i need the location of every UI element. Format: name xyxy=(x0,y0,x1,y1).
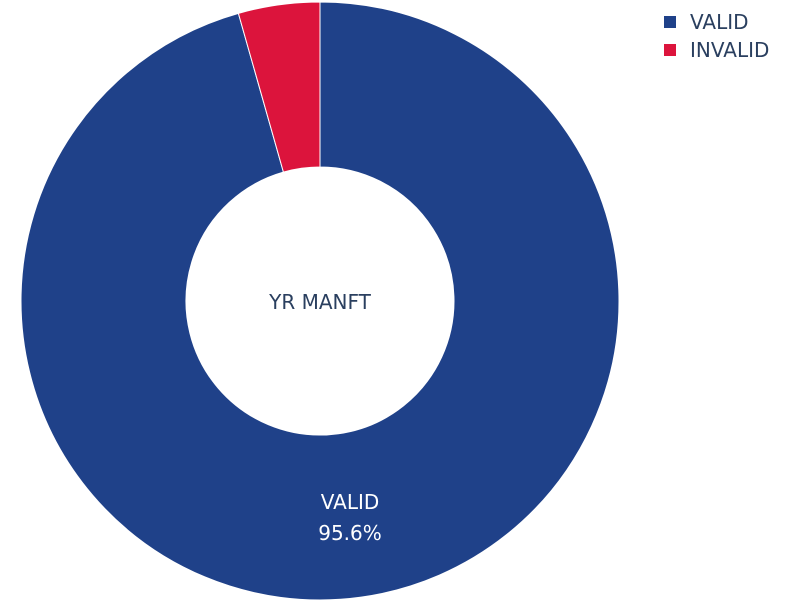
slice-invalid[interactable] xyxy=(237,1,321,173)
legend-item-invalid[interactable]: INVALID xyxy=(664,36,769,64)
legend: VALID INVALID xyxy=(664,8,769,64)
slice-labels: VALID 95.6% xyxy=(318,490,382,545)
slice-label-valid-name: VALID xyxy=(321,490,380,514)
legend-label-valid: VALID xyxy=(690,10,749,34)
slices xyxy=(20,1,620,600)
legend-swatch-invalid xyxy=(664,44,676,56)
slice-label-valid-percent: 95.6% xyxy=(318,521,382,545)
center-label: YR MANFT xyxy=(268,290,372,314)
legend-label-invalid: INVALID xyxy=(690,38,770,62)
legend-item-valid[interactable]: VALID xyxy=(664,8,769,36)
slice-valid[interactable] xyxy=(20,1,620,600)
legend-swatch-valid xyxy=(664,16,676,28)
